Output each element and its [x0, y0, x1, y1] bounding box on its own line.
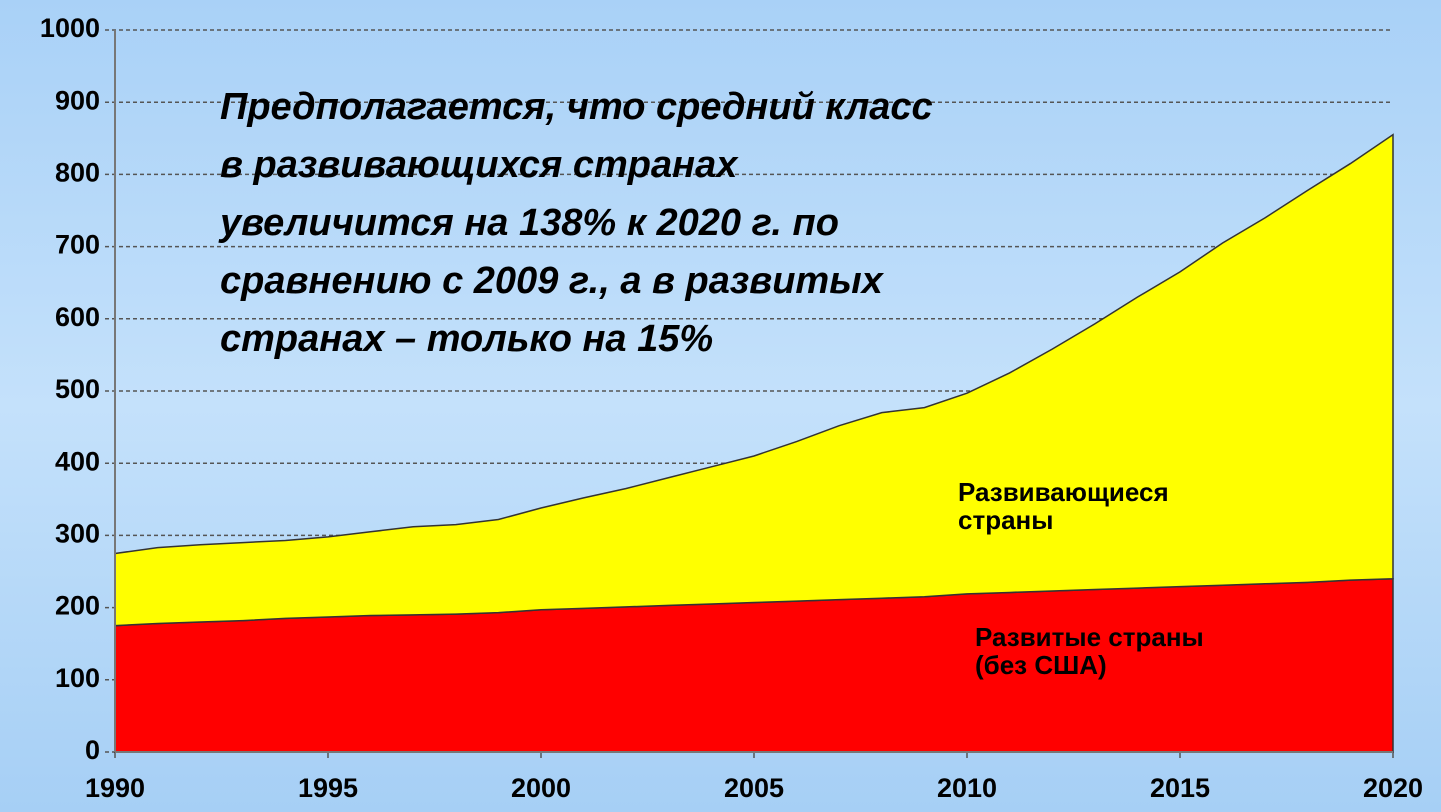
- area: [114, 133, 1394, 627]
- annotation-line: в развивающихся странах: [220, 144, 738, 186]
- y-tick-label: 200: [55, 591, 100, 621]
- y-tick-label: 1000: [40, 13, 100, 43]
- y-tick-label: 400: [55, 446, 100, 476]
- annotation: Предполагается, что средний класс в разви…: [220, 78, 933, 368]
- x-tick-label: 2000: [511, 773, 571, 803]
- y-tick-label: 0: [85, 735, 100, 765]
- annotation-line: Предполагается, что средний класс: [220, 86, 933, 128]
- x-tick-label: 1990: [85, 773, 145, 803]
- x-tick-label: 1995: [298, 773, 358, 803]
- series-label: Развивающиеся страны: [958, 477, 1169, 535]
- y-tick-label: 700: [55, 230, 100, 260]
- y-tick-label: 100: [55, 663, 100, 693]
- x-tick-label: 2015: [1150, 773, 1210, 803]
- y-tick-label: 300: [55, 519, 100, 549]
- annotation-line: странах – только на 15%: [220, 318, 714, 360]
- y-tick-label: 900: [55, 85, 100, 115]
- y-tick-label: 800: [55, 158, 100, 188]
- series-label: Развитые страны (без США): [975, 622, 1204, 680]
- x-tick-label: 2005: [724, 773, 784, 803]
- annotation-line: увеличится на 138% к 2020 г. по: [220, 202, 839, 244]
- x-tick-label: 2020: [1363, 773, 1423, 803]
- y-tick-label: 600: [55, 302, 100, 332]
- x-tick-label: 2010: [937, 773, 997, 803]
- annotation-line: сравнению с 2009 г., а в развитых: [220, 260, 883, 302]
- y-tick-label: 500: [55, 374, 100, 404]
